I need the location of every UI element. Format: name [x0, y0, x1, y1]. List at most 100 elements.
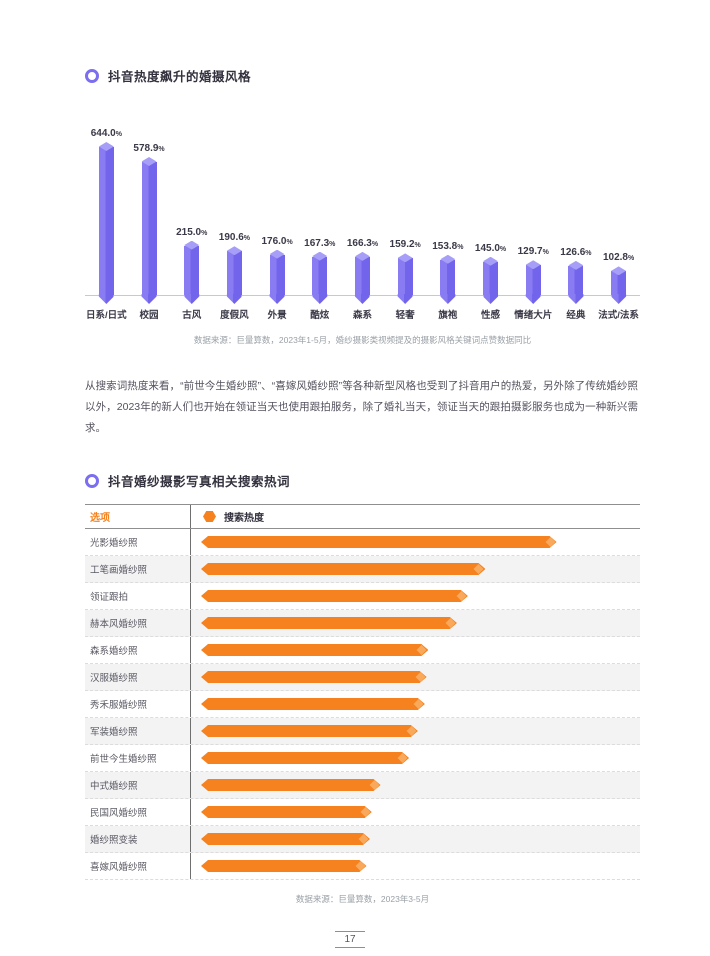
bar-category-label: 外景	[267, 310, 287, 321]
keyword-bar-cell	[190, 637, 640, 663]
section2-title-row: 抖音婚纱摄影写真相关搜索热词	[85, 471, 640, 490]
bar-bottom-tip-icon	[226, 294, 242, 304]
page-number: 17	[335, 931, 365, 948]
bar-shaft	[226, 251, 242, 295]
bar-bottom-tip-icon	[312, 294, 328, 304]
style-bar-8: 153.8%	[427, 241, 470, 304]
keyword-row-11: 婚纱照变装	[85, 826, 640, 853]
bar-top-cap-icon	[568, 260, 584, 270]
keyword-label: 前世今生婚纱照	[90, 754, 157, 765]
keyword-bar-cell	[190, 529, 640, 555]
keyword-label: 军装婚纱照	[90, 727, 138, 738]
search-heat-bar	[201, 644, 428, 656]
bar-value-label: 190.6%	[218, 232, 251, 244]
bar-top-cap-icon	[397, 253, 413, 263]
section1-title-row: 抖音热度飙升的婚摄风格	[85, 66, 640, 85]
keyword-bar-cell	[190, 610, 640, 636]
table-header-row: 选项 搜索热度	[85, 504, 640, 529]
bar-bottom-tip-icon	[397, 294, 413, 304]
keyword-bar-cell	[190, 691, 640, 717]
bullet-ring-icon	[85, 68, 99, 83]
keyword-row-9: 中式婚纱照	[85, 772, 640, 799]
bar-category-label: 性感	[481, 310, 501, 321]
bar-category-label: 森系	[352, 310, 372, 321]
table-header-option: 选项	[90, 513, 110, 524]
keyword-row-10: 民国风婚纱照	[85, 799, 640, 826]
bar-value-label: 126.6%	[560, 246, 592, 258]
bar-bottom-tip-icon	[525, 294, 541, 304]
search-heat-bar	[201, 833, 370, 845]
bar-top-cap-icon	[312, 251, 328, 261]
bar-shaft	[440, 259, 456, 295]
keyword-bar-cell	[190, 664, 640, 690]
section1-title: 抖音热度飙升的婚摄风格	[108, 70, 252, 84]
bar-bottom-tip-icon	[611, 294, 627, 304]
keyword-row-8: 前世今生婚纱照	[85, 745, 640, 772]
keyword-label: 婚纱照变装	[90, 835, 138, 846]
search-keyword-table: 选项 搜索热度 光影婚纱照 工笔画婚纱照领证跟拍赫本风婚纱照 森系婚纱照汉服婚纱照秀…	[85, 504, 640, 880]
bar-bottom-tip-icon	[141, 294, 157, 304]
bar-shaft	[141, 162, 157, 295]
style-bar-10: 129.7%	[512, 246, 555, 304]
bar-top-cap-icon	[525, 260, 541, 270]
search-heat-bar	[201, 671, 427, 683]
keyword-row-4: 森系婚纱照	[85, 637, 640, 664]
keyword-bar-cell	[190, 826, 640, 852]
style-bar-0: 644.0%	[85, 128, 128, 304]
keyword-label: 秀禾服婚纱照	[90, 700, 148, 711]
search-heat-bar	[201, 536, 557, 548]
bar-bottom-tip-icon	[98, 294, 114, 304]
keyword-label: 汉服婚纱照	[90, 673, 138, 684]
keyword-row-3: 赫本风婚纱照	[85, 610, 640, 637]
bullet-ring-icon	[85, 473, 99, 488]
keyword-bar-cell	[190, 556, 640, 582]
style-bar-5: 167.3%	[298, 238, 341, 304]
keyword-row-12: 喜嫁风婚纱照	[85, 853, 640, 880]
bar-value-label: 166.3%	[346, 237, 379, 249]
keyword-bar-cell	[190, 772, 640, 798]
bar-shaft	[397, 258, 413, 295]
bar-category-label: 度假风	[220, 310, 249, 321]
bar-top-cap-icon	[269, 249, 285, 259]
keyword-label: 中式婚纱照	[90, 781, 138, 792]
chart2-source-note: 数据来源：巨量算数，2023年3-5月	[295, 894, 430, 904]
bar-chart-plot-area: 644.0% 578.9% 215.0% 190.6% 176.0% 167.3% 166.…	[85, 125, 640, 304]
bar-bottom-tip-icon	[483, 294, 499, 304]
bar-value-label: 578.9%	[133, 143, 165, 154]
keyword-row-1: 工笔画婚纱照	[85, 556, 640, 583]
bar-bottom-tip-icon	[440, 294, 456, 304]
bar-top-cap-icon	[184, 240, 200, 250]
bar-shaft	[525, 265, 541, 295]
keyword-bar-cell	[190, 718, 640, 744]
bar-shaft	[184, 245, 200, 295]
keyword-bar-cell	[190, 799, 640, 825]
bar-category-label: 轻奢	[395, 310, 415, 321]
bar-category-label: 旗袍	[438, 310, 458, 321]
bar-shaft	[269, 254, 285, 295]
keyword-label: 森系婚纱照	[90, 646, 138, 657]
bar-value-label: 102.8%	[602, 252, 635, 264]
bar-value-label: 215.0%	[176, 226, 208, 238]
keyword-label: 赫本风婚纱照	[90, 619, 148, 630]
keyword-row-7: 军装婚纱照	[85, 718, 640, 745]
search-heat-bar	[201, 617, 457, 629]
bar-shaft	[483, 261, 499, 295]
style-bar-4: 176.0%	[256, 236, 299, 304]
table-body: 光影婚纱照 工笔画婚纱照领证跟拍赫本风婚纱照 森系婚纱照汉服婚纱照秀禾服婚纱照 军装婚…	[85, 529, 640, 880]
bar-value-label: 644.0%	[90, 128, 122, 139]
table-header-legend: 搜索热度	[190, 505, 640, 528]
style-bar-6: 166.3%	[341, 237, 384, 304]
style-bar-3: 190.6%	[213, 232, 256, 304]
bar-shaft	[611, 271, 627, 295]
style-bar-9: 145.0%	[469, 243, 512, 304]
search-heat-bar	[201, 806, 372, 818]
bar-bottom-tip-icon	[184, 294, 200, 304]
keyword-label: 领证跟拍	[90, 592, 129, 603]
bar-shaft	[354, 256, 370, 295]
keyword-row-6: 秀禾服婚纱照	[85, 691, 640, 718]
bar-shaft	[312, 256, 328, 295]
bar-top-cap-icon	[440, 254, 456, 264]
keyword-row-0: 光影婚纱照	[85, 529, 640, 556]
search-heat-bar	[201, 725, 418, 737]
